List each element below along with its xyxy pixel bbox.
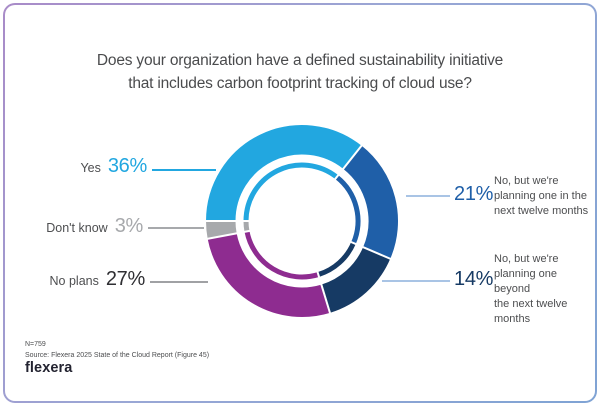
legend-pct-dont-know: 3% — [114, 215, 144, 237]
legend-pct-no-plans: 27% — [105, 268, 145, 290]
segment-separator — [315, 269, 321, 281]
segment-separator — [360, 245, 393, 261]
segment-separator — [241, 229, 253, 234]
callout-line-no-plans — [150, 281, 208, 283]
legend-pct-yes: 36% — [107, 155, 147, 177]
donut-segment-inner-0 — [243, 162, 339, 222]
donut-segment-inner-3 — [244, 230, 320, 280]
segment-separator — [319, 281, 332, 316]
donut-segment-outer-4 — [205, 220, 237, 239]
segment-separator — [340, 143, 364, 172]
segment-separator — [348, 239, 359, 247]
legend-row-no-plans: No plans 27% — [5, 268, 146, 291]
sample-size: N=759 — [25, 341, 46, 348]
legend-label-dont-know: Don't know — [46, 221, 108, 235]
legend-pct-next12: 21% — [454, 183, 494, 205]
donut-segment-inner-2 — [317, 241, 356, 277]
donut-segment-inner-4 — [243, 220, 250, 232]
callout-line-yes — [152, 169, 216, 171]
donut-segment-inner-1 — [335, 175, 361, 245]
callout-line-dont-know — [148, 227, 204, 229]
callout-line-next12 — [406, 195, 450, 197]
donut-segment-outer-0 — [206, 125, 362, 222]
segment-separator — [205, 231, 240, 241]
legend-label-beyond12: No, but we're planning one beyond the ne… — [494, 253, 568, 325]
chart-title: Does your organization have a defined su… — [96, 52, 504, 92]
legend-label-next12: No, but we're planning one in the next t… — [494, 175, 589, 217]
card-border: Does your organization have a defined su… — [3, 3, 597, 403]
segment-separator — [332, 172, 341, 182]
legend-row-dont-know: Don't know 3% — [5, 215, 143, 238]
donut-segment-outer-2 — [320, 246, 391, 313]
donut-chart — [203, 125, 398, 317]
callout-line-beyond12 — [382, 280, 450, 282]
chart-card: Does your organization have a defined su… — [5, 5, 595, 401]
source-note: Source: Flexera 2025 State of the Cloud … — [25, 352, 210, 359]
legend-row-yes: Yes 36% — [5, 155, 147, 178]
flexera-logo: flexera — [25, 360, 73, 376]
donut-segment-outer-1 — [342, 145, 398, 259]
legend-pct-beyond12: 14% — [454, 268, 494, 290]
donut-segment-outer-3 — [207, 232, 330, 317]
legend-label-yes: Yes — [80, 161, 101, 175]
legend-label-no-plans: No plans — [49, 274, 99, 288]
